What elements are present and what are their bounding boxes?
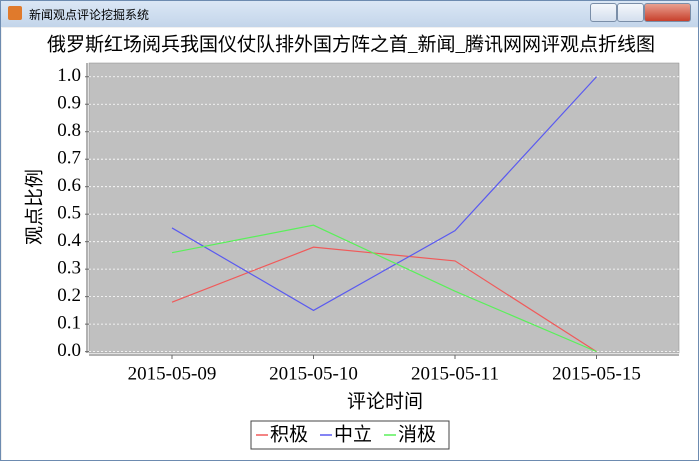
app-icon — [8, 6, 22, 20]
y-tick-label: 0.6 — [57, 175, 81, 196]
y-tick-label: 0.1 — [57, 312, 81, 333]
y-axis-label: 观点比例 — [23, 169, 45, 245]
y-tick-label: 0.9 — [57, 93, 81, 114]
legend-box — [250, 420, 450, 450]
maximize-button[interactable] — [617, 3, 644, 22]
series-line — [171, 224, 597, 353]
series-line — [171, 76, 597, 312]
y-tick-label: 0.0 — [57, 340, 81, 361]
y-tick-label: 0.3 — [57, 258, 81, 279]
x-tick-label: 2015-05-09 — [128, 363, 217, 384]
y-tick-label: 0.8 — [57, 120, 81, 141]
close-button[interactable] — [644, 3, 691, 22]
y-tick-label: 0.2 — [57, 285, 81, 306]
x-tick-label: 2015-05-11 — [411, 363, 499, 384]
chart: 俄罗斯红场阅兵我国仪仗队排外国方阵之首_新闻_腾讯网网评观点折线图 观点比例 评… — [2, 28, 698, 460]
y-tick-label: 0.5 — [57, 203, 81, 224]
chart-title: 俄罗斯红场阅兵我国仪仗队排外国方阵之首_新闻_腾讯网网评观点折线图 — [47, 33, 655, 55]
y-tick-label: 0.4 — [57, 230, 81, 251]
legend-label: 消极 — [398, 423, 436, 445]
x-tick-label: 2015-05-10 — [269, 363, 358, 384]
y-tick-label: 1.0 — [57, 65, 81, 86]
window-title: 新闻观点评论挖掘系统 — [29, 8, 150, 22]
legend-label: 积极 — [270, 423, 308, 445]
series-line — [171, 246, 597, 353]
minimize-button[interactable] — [590, 3, 617, 22]
x-axis-label: 评论时间 — [347, 390, 423, 412]
legend: 积极 中立 消极 — [250, 420, 450, 450]
x-tick-label: 2015-05-15 — [552, 363, 641, 384]
y-tick-label: 0.7 — [57, 148, 81, 169]
title-bar: 新闻观点评论挖掘系统 — [1, 1, 698, 27]
legend-label: 中立 — [334, 423, 372, 445]
plot-area — [88, 62, 680, 354]
